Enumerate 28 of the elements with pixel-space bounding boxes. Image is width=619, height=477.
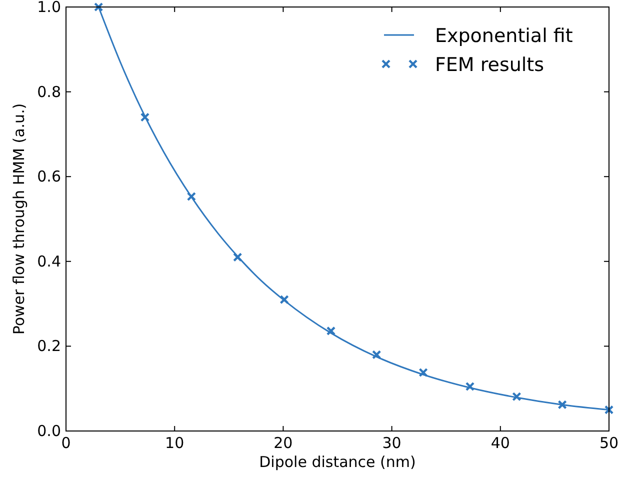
- y-tick-label: 0.8: [37, 82, 61, 101]
- y-tick-label: 0.0: [37, 422, 61, 440]
- x-tick-label: 20: [274, 434, 293, 452]
- point: [280, 294, 289, 304]
- x-tick-label: 50: [599, 434, 619, 452]
- x-tick-label: 30: [382, 434, 402, 452]
- y-tick-label: 0.2: [37, 337, 61, 356]
- point: [186, 192, 196, 202]
- point: [558, 400, 567, 410]
- x-tick-label: 0: [61, 434, 71, 452]
- legend-label: FEM results: [435, 54, 544, 76]
- point: [465, 382, 475, 392]
- x-axis-title: Dipole distance (nm): [259, 453, 416, 471]
- point: [604, 405, 614, 414]
- y-tick-label: 1.0: [37, 0, 61, 16]
- legend-label: Exponential fit: [435, 25, 573, 47]
- point: [326, 326, 336, 336]
- point: [94, 2, 104, 12]
- x-tick-label: 40: [490, 434, 510, 452]
- y-tick-label: 0.6: [37, 168, 61, 186]
- point: [512, 392, 522, 402]
- y-axis-title: Power flow through HMM (a.u.): [10, 103, 28, 335]
- y-tick-label: 0.4: [37, 252, 61, 270]
- point: [418, 368, 428, 378]
- point: [372, 350, 382, 360]
- point: [140, 112, 150, 122]
- point: [232, 252, 242, 262]
- x-tick-label: 10: [165, 434, 184, 452]
